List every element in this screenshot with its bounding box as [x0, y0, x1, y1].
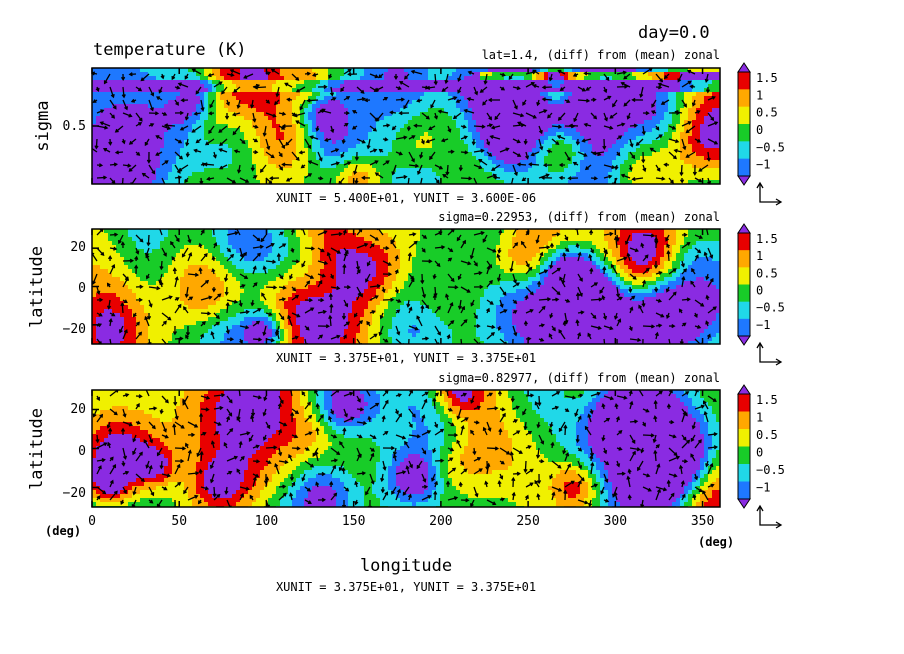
colorbar-tick-label: 0 [756, 284, 763, 298]
x-axis-label: longitude [360, 556, 452, 576]
colorbar-band [738, 411, 750, 430]
colorbar-band [738, 141, 750, 160]
panel-1-subtitle: lat=1.4, (diff) from (mean) zonal [482, 48, 720, 62]
axis-orientation-icon [759, 507, 780, 526]
colorbar-tick-label: 0 [756, 446, 763, 460]
colorbar-tick-label: 1.5 [756, 71, 778, 85]
colorbar-band [738, 233, 750, 251]
panel-2-unit-note: XUNIT = 3.375E+01, YUNIT = 3.375E+01 [276, 351, 536, 365]
panel-1-ytick-label: 0.5 [63, 119, 86, 134]
panel-2-ytick-label: 20 [70, 240, 86, 255]
colorbar-band [738, 158, 750, 177]
colorbar-tick-label: 0.5 [756, 106, 778, 120]
x-tick-label: 100 [255, 514, 278, 529]
panel-1-ylabel: sigma [33, 100, 53, 151]
colorbar-band [738, 446, 750, 465]
panel-3-ytick-label: −20 [63, 486, 86, 501]
colorbar-band [738, 250, 750, 268]
vector-field [92, 390, 719, 507]
vector-field [92, 229, 717, 344]
colorbar-band [738, 301, 750, 320]
colorbar-tick-label: 1.5 [756, 393, 778, 407]
panel-2-plot [91, 228, 721, 345]
colorbar-band [738, 481, 750, 500]
panel-1-colorbar: 1.5 1 0.5 0 −0.5 −1 [737, 62, 785, 206]
colorbar-tick-label: 1 [756, 249, 763, 263]
colorbar-band [738, 89, 750, 108]
colorbar-tick-label: 0.5 [756, 266, 778, 280]
colorbar-tick-label: −1 [756, 318, 770, 332]
colorbar-tick-label: 1 [756, 411, 763, 425]
x-tick-label: 300 [604, 514, 627, 529]
colorbar-tick-label: 0 [756, 123, 763, 137]
panel-3-ytick-label: 20 [70, 402, 86, 417]
panel-3-ytick-label: 0 [78, 444, 86, 459]
panel-3-plot [91, 389, 721, 508]
x-tick-label: 150 [342, 514, 365, 529]
panel-2: sigma=0.22953, (diff) from (mean) zonal … [27, 210, 785, 366]
colorbar-band [738, 394, 750, 412]
panel-1-unit-note: XUNIT = 5.400E+01, YUNIT = 3.600E-06 [276, 191, 536, 205]
x-tick-label: 350 [691, 514, 714, 529]
colorbar-band [738, 318, 750, 337]
colorbar-bottom-arrow [737, 335, 751, 346]
colorbar-top-arrow [737, 223, 751, 234]
colorbar-tick-label: 0.5 [756, 428, 778, 442]
panel-2-ytick-label: −20 [63, 322, 86, 337]
panel-2-ylabel: latitude [27, 246, 47, 328]
x-tick-label: 200 [429, 514, 452, 529]
colorbar-top-arrow [737, 384, 751, 395]
colorbar-tick-label: 1 [756, 88, 763, 102]
colorbar-bottom-arrow [737, 175, 751, 186]
colorbar-top-arrow [737, 62, 751, 73]
panel-3-unit-note: XUNIT = 3.375E+01, YUNIT = 3.375E+01 [276, 580, 536, 594]
panel-3-colorbar: 1.5 1 0.5 0 −0.5 −1 [737, 384, 785, 529]
colorbar-tick-label: −0.5 [756, 463, 785, 477]
colorbar-frame [737, 232, 751, 337]
x-tick-label: 50 [171, 514, 187, 529]
colorbar-frame [737, 71, 751, 177]
panel-1-plot [91, 67, 721, 185]
panel-3-ylabel: latitude [27, 408, 47, 490]
colorbar-tick-label: −0.5 [756, 301, 785, 315]
x-tick-label: 250 [516, 514, 539, 529]
panel-2-subtitle: sigma=0.22953, (diff) from (mean) zonal [438, 210, 720, 224]
vector-field [92, 68, 719, 184]
colorbar-bottom-arrow [737, 498, 751, 509]
day-label: day=0.0 [638, 23, 710, 43]
colorbar-band [738, 106, 750, 125]
colorbar-tick-label: −1 [756, 481, 770, 495]
colorbar-tick-label: −1 [756, 158, 770, 172]
panel-1: lat=1.4, (diff) from (mean) zonal sigma … [33, 48, 785, 206]
colorbar-tick-label: 1.5 [756, 232, 778, 246]
panel-3-subtitle: sigma=0.82977, (diff) from (mean) zonal [438, 371, 720, 385]
colorbar-frame [737, 393, 751, 500]
panel-2-colorbar: 1.5 1 0.5 0 −0.5 −1 [737, 223, 785, 366]
figure-title: temperature (K) [93, 40, 247, 60]
panel-2-ytick-label: 0 [78, 281, 86, 296]
colorbar-band [738, 284, 750, 303]
colorbar-band [738, 124, 750, 142]
colorbar-band [738, 429, 750, 447]
x-tick-label: 0 [88, 514, 96, 529]
heatmap-field [92, 229, 720, 344]
colorbar-band [738, 464, 750, 482]
panel-3: sigma=0.82977, (diff) from (mean) zonal … [27, 371, 785, 594]
x-unit-label-right: (deg) [698, 535, 734, 549]
colorbar-band [738, 72, 750, 90]
colorbar-tick-label: −0.5 [756, 140, 785, 154]
x-unit-label-left: (deg) [45, 524, 81, 538]
colorbar-band [738, 267, 750, 285]
axis-orientation-icon [759, 184, 780, 203]
axis-orientation-icon [759, 344, 780, 363]
